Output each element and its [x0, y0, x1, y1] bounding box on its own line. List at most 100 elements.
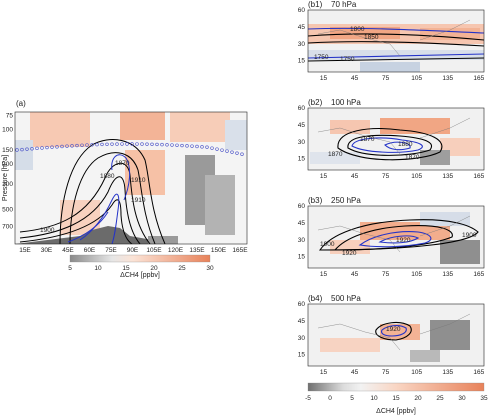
panel-b-colorbar-ticks: -5 0 5 10 15 20 25 30 35	[305, 395, 488, 402]
panel-a-colorbar-ticks: 5 10 15 20 25 30	[68, 265, 214, 272]
x-tick-label: 75E	[105, 247, 117, 254]
colorbar-tick-label: 20	[414, 395, 422, 402]
tropopause-marker	[215, 147, 219, 151]
tropopause-marker	[170, 143, 174, 147]
tropopause-marker	[230, 150, 234, 154]
panel-a-ylabel: Pressure [hPa]	[2, 155, 9, 201]
x-tick-label: 75	[382, 75, 390, 82]
tropopause-marker	[120, 142, 124, 146]
tropopause-marker	[205, 145, 209, 149]
colorbar-tick-label: 15	[392, 395, 400, 402]
tropopause-marker	[30, 147, 34, 151]
tropopause-marker	[110, 142, 114, 146]
contour-label: 1750	[340, 56, 355, 63]
tropopause-marker	[25, 147, 29, 151]
tropopause-marker	[45, 145, 49, 150]
tropopause-marker	[105, 142, 109, 146]
x-tick-label: 15E	[19, 247, 31, 254]
y-tick-label: 200	[2, 161, 13, 168]
tropopause-marker	[175, 143, 179, 147]
contour-label: 1910	[131, 197, 146, 204]
panel-b2-title: 100 hPa	[331, 98, 361, 107]
y-tick-label: 150	[2, 147, 13, 154]
panel-a-x-ticks: 15E 30E 45E 60E 75E 90E 105E 120E 135E 150E 165E	[19, 247, 248, 254]
contour-label: 1850	[364, 34, 379, 41]
tropopause-marker	[240, 152, 244, 156]
panel-b1-field	[308, 10, 484, 72]
colorbar-tick-label: 25	[436, 395, 444, 402]
x-tick-label: 165	[473, 75, 484, 82]
colorbar-tick-label: 30	[458, 395, 466, 402]
panel-a-y-ticks: 75 100 150 200 300 500 700	[2, 112, 13, 230]
x-tick-label: 45	[351, 173, 359, 180]
y-tick-label: 45	[298, 220, 306, 227]
panel-b2-label: (b2)	[308, 98, 323, 107]
tropopause-marker	[225, 149, 229, 153]
panel-a: 1870 1880 1900 1910 1910 (a) Pressure [h…	[2, 99, 248, 279]
tropopause-marker	[65, 144, 69, 148]
y-tick-label: 60	[298, 7, 306, 14]
panel-a-contours	[19, 139, 166, 244]
x-tick-label: 150E	[211, 247, 227, 254]
x-tick-label: 75	[382, 173, 390, 180]
tropopause-marker	[35, 146, 39, 151]
panel-b1-label: (b1)	[308, 0, 323, 9]
x-tick-label: 135	[442, 75, 453, 82]
x-tick-label: 15	[320, 271, 328, 278]
y-tick-label: 30	[298, 237, 306, 244]
tropopause-marker	[80, 143, 84, 147]
tropopause-marker	[115, 142, 119, 146]
contour-label: 1900	[320, 241, 335, 248]
contour-label: 1880	[100, 173, 115, 180]
y-tick-label: 45	[298, 318, 306, 325]
x-tick-label: 105	[411, 173, 422, 180]
colorbar-tick-label: 5	[68, 265, 72, 272]
x-tick-label: 165	[473, 271, 484, 278]
x-tick-label: 45	[351, 75, 359, 82]
y-tick-label: 15	[298, 352, 306, 359]
x-tick-label: 15	[320, 369, 328, 376]
panel-b1-title: 70 hPa	[331, 0, 357, 9]
colorbar-tick-label: 10	[370, 395, 378, 402]
panel-b1-contours	[308, 27, 484, 62]
x-tick-label: 135E	[189, 247, 205, 254]
y-tick-label: 45	[298, 122, 306, 129]
colorbar-tick-label: 0	[328, 395, 332, 402]
colorbar-tick-label: 25	[178, 265, 186, 272]
contour-label: 1750	[314, 54, 329, 61]
contour-label: 1870	[405, 154, 420, 161]
tropopause-marker	[140, 142, 144, 146]
y-tick-label: 15	[298, 254, 306, 261]
panel-a-field	[15, 112, 247, 244]
x-tick-label: 105	[411, 369, 422, 376]
x-tick-label: 135	[442, 369, 453, 376]
panel-b4: 1920 (b4) 500 hPa -5 0 5 10 15 20 25 30 35 ΔCH4 …	[305, 294, 488, 415]
tropopause-marker	[75, 143, 79, 148]
contour-label: 1800	[350, 26, 365, 33]
tropopause-marker	[40, 146, 44, 150]
tropopause-marker	[20, 147, 24, 152]
colorbar-tick-label: 15	[122, 265, 130, 272]
y-tick-label: 60	[298, 301, 306, 308]
y-tick-label: 75	[6, 112, 14, 119]
panel-a-colorbar	[69, 254, 211, 263]
contour-label: 1900	[462, 232, 477, 239]
tropopause-marker	[55, 145, 59, 149]
colorbar-tick-label: 20	[150, 265, 158, 272]
tropopause-marker	[190, 144, 194, 148]
tropopause-marker	[220, 148, 224, 152]
x-tick-label: 105	[411, 271, 422, 278]
tropopause-marker	[150, 142, 154, 146]
tropopause-marker	[160, 142, 164, 147]
x-tick-label: 15	[320, 75, 328, 82]
contour-label: 1910	[131, 177, 146, 184]
tropopause-marker	[235, 151, 239, 155]
panel-a-colorbar-label: ΔCH4 [ppbv]	[120, 272, 160, 279]
tropopause-marker	[165, 143, 169, 147]
panel-b3-title: 250 hPa	[331, 196, 361, 205]
contour-label: 1880	[398, 141, 413, 148]
contour-label: 1870	[328, 151, 343, 158]
panel-b3-contours	[318, 219, 479, 251]
y-tick-label: 300	[2, 181, 13, 188]
